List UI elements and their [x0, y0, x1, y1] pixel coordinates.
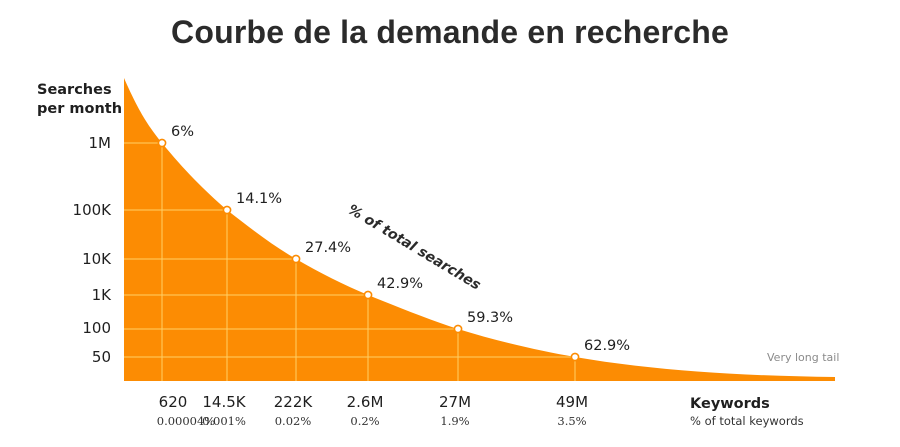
data-markers: 6% 14.1% 27.4% 42.9% 59.3% 62.9%	[157, 124, 630, 362]
search-share-label-4: 59.3%	[467, 310, 513, 326]
y-tick-2: 10K	[82, 250, 112, 268]
y-axis-title-line2: per month	[37, 101, 122, 117]
y-tick-0: 1M	[89, 134, 112, 152]
data-point-1	[222, 205, 232, 215]
data-point-3	[363, 290, 373, 300]
x-axis-subtitle: % of total keywords	[690, 414, 804, 428]
search-share-label-3: 42.9%	[377, 276, 423, 292]
demand-area	[124, 78, 835, 381]
x-tick-sub-1: 0.001%	[202, 414, 246, 428]
x-tick-labels: 620 0.00004% 14.5K 0.001% 222K 0.02% 2.6M 0.2% 2…	[157, 393, 588, 428]
y-tick-3: 1K	[92, 286, 113, 304]
x-tick-sub-3: 0.2%	[350, 414, 379, 428]
x-tick-5: 49M	[556, 393, 588, 411]
x-axis-title: Keywords	[690, 396, 770, 412]
search-share-label-5: 62.9%	[584, 338, 630, 354]
very-long-tail-label: Very long tail	[767, 351, 839, 364]
x-tick-sub-0: 0.00004%	[157, 414, 216, 428]
y-tick-4: 100	[82, 319, 111, 337]
x-tick-3: 2.6M	[347, 393, 384, 411]
x-tick-0: 620	[159, 393, 188, 411]
y-tick-5: 50	[92, 348, 111, 366]
x-tick-1: 14.5K	[202, 393, 246, 411]
x-tick-sub-5: 3.5%	[557, 414, 586, 428]
gridlines	[124, 142, 576, 381]
x-tick-sub-4: 1.9%	[440, 414, 469, 428]
chart-title: Courbe de la demande en recherche	[171, 14, 729, 50]
search-share-label-2: 27.4%	[305, 240, 351, 256]
search-share-label-1: 14.1%	[236, 191, 282, 207]
data-point-5	[570, 352, 580, 362]
data-point-4	[453, 324, 463, 334]
y-axis-title-line1: Searches	[37, 82, 112, 98]
x-tick-4: 27M	[439, 393, 471, 411]
data-point-0	[157, 138, 167, 148]
x-tick-sub-2: 0.02%	[275, 414, 312, 428]
data-point-2	[291, 254, 301, 264]
search-share-label-0: 6%	[171, 124, 194, 140]
x-tick-2: 222K	[274, 393, 314, 411]
y-tick-labels: 1M 100K 10K 1K 100 50	[73, 134, 113, 366]
y-tick-1: 100K	[73, 201, 113, 219]
